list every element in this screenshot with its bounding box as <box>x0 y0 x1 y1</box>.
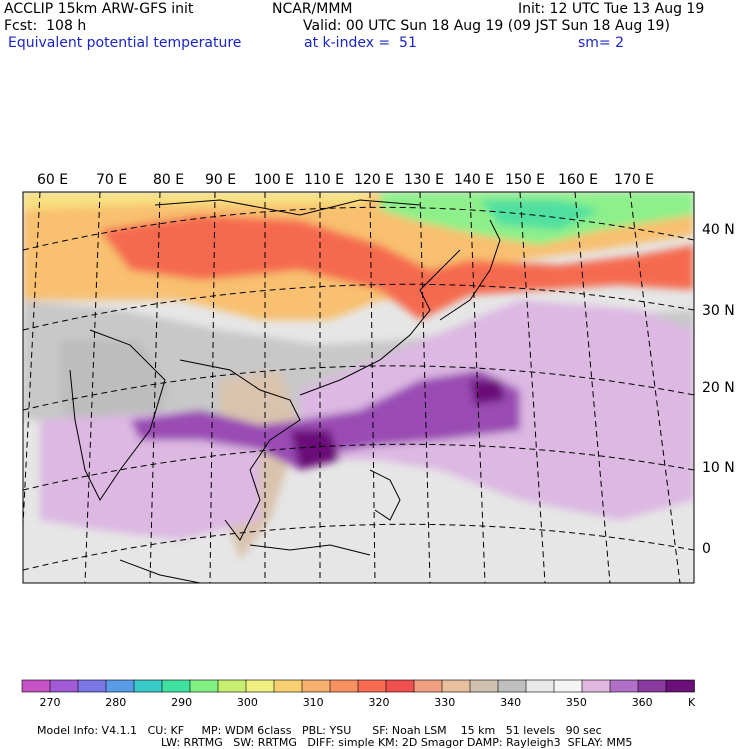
microphysics-scheme: MP: WDM 6class <box>201 724 292 737</box>
colorbar-unit: K <box>688 696 696 709</box>
colorbar-swatch <box>245 679 275 693</box>
colorbar-swatch <box>217 679 247 693</box>
colorbar-swatch <box>413 679 443 693</box>
colorbar-swatch <box>161 679 191 693</box>
colorbar-tick-label: 330 <box>434 696 456 709</box>
colorbar-swatch <box>497 679 527 693</box>
vertical-levels: 51 levels <box>505 724 556 737</box>
colorbar <box>21 679 695 693</box>
model-version: Model Info: V4.1.1 <box>37 724 138 737</box>
diffusion-option: DIFF: simple <box>307 736 375 749</box>
colorbar-swatch <box>105 679 135 693</box>
organization: NCAR/MMM <box>272 1 353 17</box>
lon-label-110e: 110 E <box>304 172 345 188</box>
colorbar-tick-label: 360 <box>631 696 653 709</box>
model-info-line-2: LW: RRTMG SW: RRTMG DIFF: simple KM: 2D … <box>154 725 632 749</box>
init-time: Init: 12 UTC Tue 13 Aug 19 <box>518 1 705 17</box>
forecast-hour: Fcst: 108 h <box>4 18 87 34</box>
lon-label-160e: 160 E <box>558 172 599 188</box>
colorbar-swatch <box>553 679 583 693</box>
colorbar-swatch <box>385 679 415 693</box>
colorbar-swatch <box>21 679 51 693</box>
field-name: Equivalent potential temperature <box>8 35 242 51</box>
lat-label-0: 0 <box>702 541 711 557</box>
cumulus-scheme: CU: KF <box>147 724 185 737</box>
model-info-line-1: Model Info: V4.1.1 CU: KF MP: WDM 6class… <box>30 713 602 737</box>
lon-label-90e: 90 E <box>205 172 237 188</box>
km-option: KM: 2D Smagor <box>377 736 464 749</box>
damping-option: DAMP: Rayleigh3 <box>467 736 561 749</box>
lon-label-150e: 150 E <box>505 172 546 188</box>
shortwave-scheme: SW: RRTMG <box>233 736 297 749</box>
colorbar-swatch <box>133 679 163 693</box>
colorbar-swatch <box>357 679 387 693</box>
valid-time: Valid: 00 UTC Sun 18 Aug 19 (09 JST Sun … <box>303 18 670 34</box>
lat-label-10n: 10 N <box>702 460 735 476</box>
colorbar-swatch <box>49 679 79 693</box>
map-field <box>23 192 694 583</box>
colorbar-tick-label: 270 <box>39 696 61 709</box>
grid-spacing: 15 km <box>460 724 496 737</box>
colorbar-swatch <box>329 679 359 693</box>
lon-label-120e: 120 E <box>354 172 395 188</box>
lon-label-80e: 80 E <box>153 172 185 188</box>
lon-label-100e: 100 E <box>254 172 295 188</box>
time-step: 90 sec <box>565 724 602 737</box>
colorbar-swatch <box>77 679 107 693</box>
level-index: at k-index = 51 <box>304 35 417 51</box>
colorbar-tick-label: 350 <box>565 696 587 709</box>
colorbar-tick-label: 290 <box>171 696 193 709</box>
lon-label-130e: 130 E <box>404 172 445 188</box>
colorbar-swatch <box>665 679 695 693</box>
graticule <box>23 192 694 583</box>
lon-label-170e: 170 E <box>614 172 655 188</box>
colorbar-tick-label: 320 <box>368 696 390 709</box>
smoothing-value: sm= 2 <box>578 35 625 51</box>
surface-layer-option: SFLAY: MM5 <box>567 736 633 749</box>
lat-label-30n: 30 N <box>702 303 735 319</box>
pbl-scheme: PBL: YSU <box>302 724 352 737</box>
colorbar-tick-label: 310 <box>302 696 324 709</box>
colorbar-swatch <box>441 679 471 693</box>
longwave-scheme: LW: RRTMG <box>161 736 223 749</box>
lon-label-70e: 70 E <box>96 172 128 188</box>
colorbar-swatch <box>525 679 555 693</box>
lon-label-60e: 60 E <box>37 172 69 188</box>
colorbar-swatch <box>189 679 219 693</box>
lat-label-40n: 40 N <box>702 222 735 238</box>
lat-label-20n: 20 N <box>702 380 735 396</box>
colorbar-tick-label: 340 <box>500 696 522 709</box>
lon-label-140e: 140 E <box>454 172 495 188</box>
colorbar-swatch <box>637 679 667 693</box>
model-title: ACCLIP 15km ARW-GFS init <box>4 1 194 17</box>
colorbar-swatch <box>273 679 303 693</box>
colorbar-swatch <box>469 679 499 693</box>
colorbar-swatch <box>609 679 639 693</box>
surface-scheme: SF: Noah LSM <box>372 724 447 737</box>
colorbar-tick-label: 280 <box>105 696 127 709</box>
colorbar-tick-label: 300 <box>236 696 258 709</box>
map-frame <box>22 191 695 584</box>
coastlines <box>69 199 501 583</box>
colorbar-swatch <box>581 679 611 693</box>
colorbar-swatch <box>301 679 331 693</box>
